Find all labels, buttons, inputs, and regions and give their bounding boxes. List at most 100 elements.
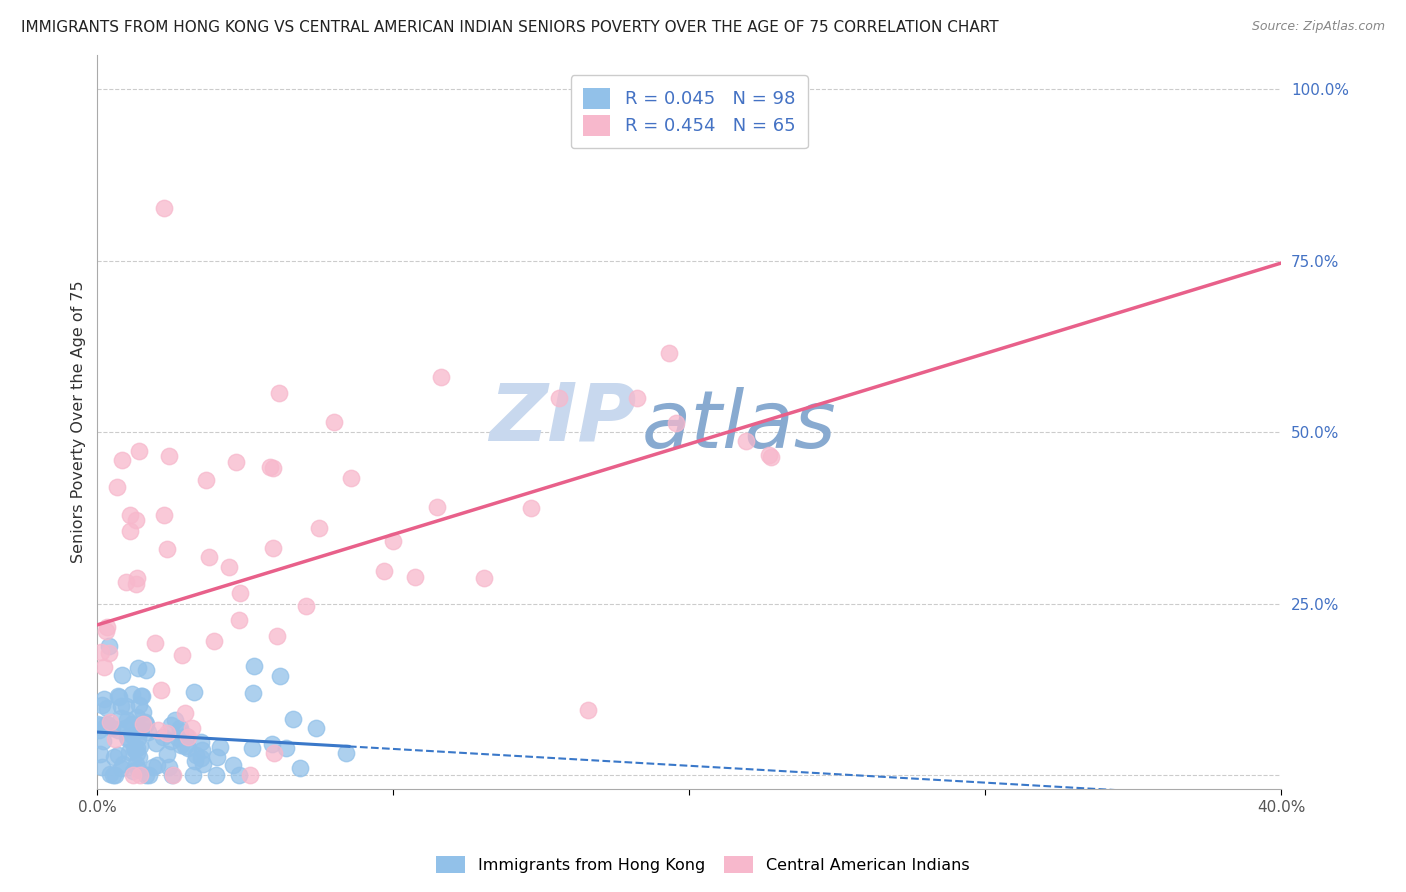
Point [89, 747, 111, 761]
Point [132, 716, 155, 731]
Point [262, 541, 284, 555]
Point [96, 620, 118, 634]
Point [404, 570, 426, 584]
Point [135, 663, 157, 677]
Point [90, 760, 112, 774]
Point [181, 768, 204, 782]
Point [93, 691, 115, 706]
Point [225, 454, 247, 468]
Point [90, 718, 112, 732]
Point [128, 698, 150, 712]
Point [184, 747, 207, 762]
Text: atlas: atlas [643, 387, 837, 465]
Point [96, 716, 118, 731]
Point [91, 733, 114, 747]
Point [191, 743, 214, 757]
Text: ZIP: ZIP [488, 379, 636, 458]
Point [263, 746, 285, 760]
Point [111, 453, 134, 467]
Point [209, 739, 232, 754]
Point [281, 711, 304, 725]
Point [115, 730, 138, 744]
Point [98, 639, 121, 653]
Point [308, 520, 330, 534]
Point [156, 747, 179, 761]
Point [152, 508, 174, 523]
Point [129, 689, 152, 703]
Point [118, 524, 141, 539]
Point [124, 742, 146, 756]
Point [177, 741, 200, 756]
Point [259, 459, 281, 474]
Point [107, 748, 129, 763]
Point [218, 560, 240, 574]
Point [125, 756, 148, 771]
Point [195, 473, 218, 487]
Point [193, 757, 215, 772]
Point [122, 764, 145, 779]
Point [104, 731, 127, 746]
Point [157, 450, 180, 464]
Point [228, 768, 250, 782]
Point [97, 646, 120, 660]
Point [135, 768, 157, 782]
Point [169, 723, 191, 738]
Point [426, 500, 449, 514]
Point [98, 714, 121, 729]
Text: IMMIGRANTS FROM HONG KONG VS CENTRAL AMERICAN INDIAN SENIORS POVERTY OVER THE AG: IMMIGRANTS FROM HONG KONG VS CENTRAL AME… [21, 20, 998, 35]
Point [242, 686, 264, 700]
Point [122, 768, 145, 782]
Point [153, 201, 176, 215]
Point [269, 669, 291, 683]
Point [157, 760, 180, 774]
Point [734, 434, 756, 449]
Point [174, 739, 197, 754]
Point [104, 768, 127, 782]
Point [169, 721, 191, 735]
Point [127, 660, 149, 674]
Point [110, 711, 132, 725]
Point [152, 730, 174, 744]
Point [758, 449, 780, 463]
Point [665, 416, 688, 430]
Point [240, 741, 263, 756]
Point [96, 718, 118, 732]
Point [295, 599, 318, 614]
Point [373, 564, 395, 578]
Point [111, 667, 134, 681]
Point [131, 689, 153, 703]
Point [121, 729, 143, 743]
Point [114, 721, 136, 735]
Point [229, 586, 252, 600]
Point [129, 768, 152, 782]
Point [114, 699, 136, 714]
Point [91, 698, 114, 713]
Point [658, 346, 681, 360]
Point [96, 700, 118, 714]
Point [127, 741, 149, 756]
Point [138, 768, 160, 782]
Point [143, 636, 166, 650]
Point [238, 768, 260, 782]
Point [127, 762, 149, 776]
Point [115, 575, 138, 590]
Point [136, 724, 159, 739]
Point [156, 725, 179, 739]
Point [105, 480, 128, 494]
Point [339, 471, 361, 485]
Point [176, 730, 198, 744]
Point [382, 533, 405, 548]
Point [190, 751, 212, 765]
Point [304, 722, 326, 736]
Point [125, 571, 148, 585]
Point [430, 370, 453, 384]
Point [121, 686, 143, 700]
Point [243, 659, 266, 673]
Point [125, 710, 148, 724]
Point [204, 633, 226, 648]
Text: Source: ZipAtlas.com: Source: ZipAtlas.com [1251, 20, 1385, 33]
Point [117, 713, 139, 727]
Point [184, 754, 207, 768]
Legend: R = 0.045   N = 98, R = 0.454   N = 65: R = 0.045 N = 98, R = 0.454 N = 65 [571, 75, 808, 148]
Point [103, 750, 125, 764]
